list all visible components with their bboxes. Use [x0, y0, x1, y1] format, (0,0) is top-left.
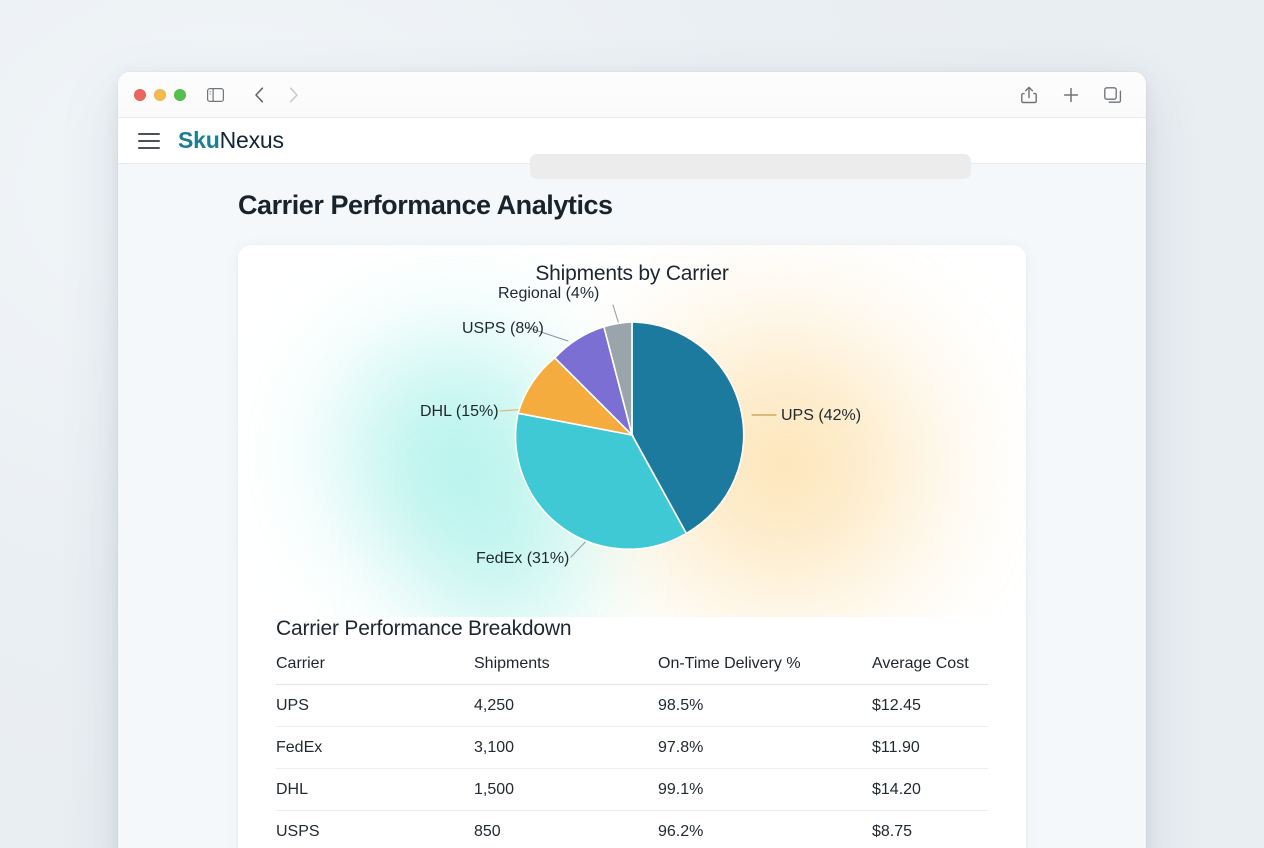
chart-title: Shipments by Carrier — [535, 262, 729, 285]
tab-overview-icon[interactable] — [1100, 82, 1126, 108]
pie-chart: UPS (42%) FedEx (31%) DHL (15%) USPS (8%… — [420, 285, 861, 567]
cell-carrier: DHL — [276, 768, 474, 811]
cell-carrier: UPS — [276, 684, 474, 727]
page-title: Carrier Performance Analytics — [238, 190, 613, 220]
cell-carrier: FedEx — [276, 726, 474, 769]
brand-accent-text: Sku — [178, 127, 220, 153]
analytics-card: Shipments by Carrier — [238, 245, 1026, 848]
cell-avg-cost: $11.90 — [872, 726, 988, 769]
pie-slices — [514, 321, 745, 551]
window-controls — [134, 88, 186, 101]
cell-shipments: 4,250 — [474, 684, 658, 727]
minimize-window-button[interactable] — [154, 88, 166, 101]
close-window-button[interactable] — [134, 88, 146, 101]
column-header-carrier: Carrier — [276, 655, 474, 685]
table-row[interactable]: UPS 4,250 98.5% $12.45 — [276, 684, 988, 727]
cell-on-time: 97.8% — [658, 726, 872, 769]
browser-window: SkuNexus Carrier Performance Analytics S… — [118, 72, 1146, 848]
cell-shipments: 1,500 — [474, 768, 658, 811]
table-title: Carrier Performance Breakdown — [276, 617, 572, 640]
cell-avg-cost: $12.45 — [872, 684, 988, 727]
column-header-avg-cost: Average Cost — [872, 655, 988, 685]
brand-logo[interactable]: SkuNexus — [178, 127, 284, 154]
back-icon[interactable] — [246, 82, 272, 108]
carrier-breakdown-section: Carrier Performance Breakdown Carrier Sh… — [238, 617, 1026, 848]
brand-rest-text: Nexus — [219, 127, 284, 153]
pie-label-ups: UPS (42%) — [781, 407, 861, 424]
pie-label-regional: Regional (4%) — [498, 285, 599, 302]
table-header-row: Carrier Shipments On-Time Delivery % Ave… — [276, 655, 988, 685]
share-icon[interactable] — [1016, 82, 1042, 108]
app-header: SkuNexus — [118, 118, 1146, 164]
column-header-on-time: On-Time Delivery % — [658, 655, 872, 685]
cell-on-time: 96.2% — [658, 810, 872, 848]
pie-chart-container: Shipments by Carrier — [238, 245, 1026, 617]
cell-on-time: 99.1% — [658, 768, 872, 811]
browser-toolbar-actions — [1016, 72, 1126, 118]
sidebar-toggle-icon[interactable] — [202, 82, 228, 108]
forward-icon[interactable] — [280, 82, 306, 108]
table-row[interactable]: USPS 850 96.2% $8.75 — [276, 810, 988, 848]
cell-avg-cost: $8.75 — [872, 810, 988, 848]
cell-shipments: 850 — [474, 810, 658, 848]
cell-carrier: USPS — [276, 810, 474, 848]
cell-avg-cost: $14.20 — [872, 768, 988, 811]
table-row[interactable]: FedEx 3,100 97.8% $11.90 — [276, 726, 988, 769]
carrier-performance-table: Carrier Shipments On-Time Delivery % Ave… — [276, 655, 988, 848]
new-tab-icon[interactable] — [1058, 82, 1084, 108]
cell-on-time: 98.5% — [658, 684, 872, 727]
pie-label-fedex: FedEx (31%) — [476, 550, 569, 567]
page-content: Carrier Performance Analytics Shipments … — [118, 164, 1146, 848]
hamburger-menu-icon[interactable] — [138, 132, 160, 149]
address-bar[interactable] — [530, 154, 971, 179]
maximize-window-button[interactable] — [174, 88, 186, 101]
pie-label-usps: USPS (8%) — [462, 320, 544, 337]
cell-shipments: 3,100 — [474, 726, 658, 769]
navigation-arrows — [246, 82, 306, 108]
pie-label-dhl: DHL (15%) — [420, 403, 499, 420]
table-row[interactable]: DHL 1,500 99.1% $14.20 — [276, 768, 988, 811]
column-header-shipments: Shipments — [474, 655, 658, 685]
browser-titlebar — [118, 72, 1146, 179]
